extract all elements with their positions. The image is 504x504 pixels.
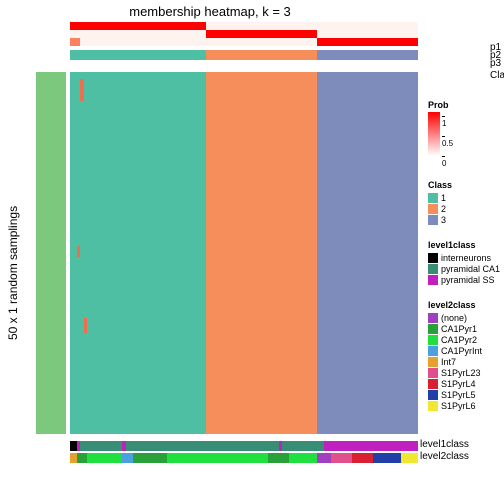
- band-p3: [70, 38, 418, 46]
- label-class: Class: [490, 72, 504, 80]
- level1class-band: [70, 441, 418, 451]
- l2-ca1pi: CA1PyrInt: [441, 346, 482, 356]
- chart-title: membership heatmap, k = 3: [0, 4, 420, 19]
- annotation-bands: p1 p2 p3 Class: [70, 22, 418, 60]
- l2-s1l6: S1PyrL6: [441, 401, 476, 411]
- band-class: [70, 50, 418, 60]
- l2-ca1p1: CA1Pyr1: [441, 324, 477, 334]
- bottom-annotations: [70, 441, 418, 463]
- legend-class-title: Class: [428, 180, 452, 190]
- class-2: 2: [441, 204, 446, 214]
- heatmap-body: [70, 72, 418, 434]
- legend-level1: level1class interneurons pyramidal CA1 p…: [428, 240, 500, 285]
- legend-prob: Prob 1 0.5 0: [428, 100, 449, 156]
- label-l1: level1class: [420, 441, 469, 449]
- l1-ca1: pyramidal CA1: [441, 264, 500, 274]
- l2-s1l4: S1PyrL4: [441, 379, 476, 389]
- legend-prob-title: Prob: [428, 100, 449, 110]
- row-dendro-sidebar: [36, 72, 66, 434]
- l2-ca1p2: CA1Pyr2: [441, 335, 477, 345]
- band-p1: [70, 22, 418, 30]
- l2-s1l23: S1PyrL23: [441, 368, 481, 378]
- legend-level2: level2class (none) CA1Pyr1 CA1Pyr2 CA1Py…: [428, 300, 482, 411]
- l2-none: (none): [441, 313, 467, 323]
- band-p2: [70, 30, 418, 38]
- legend-l2-title: level2class: [428, 300, 482, 310]
- tick-1: 1: [442, 119, 446, 128]
- tick-05: 0.5: [442, 139, 453, 148]
- sampling-label: 50 x 1 random samplings: [6, 170, 20, 340]
- class-3: 3: [441, 215, 446, 225]
- tick-0: 0: [442, 159, 446, 168]
- prob-gradient: [428, 112, 440, 156]
- legend-l1-title: level1class: [428, 240, 500, 250]
- label-p3: p3: [490, 60, 501, 68]
- class-1: 1: [441, 193, 446, 203]
- l2-s1l5: S1PyrL5: [441, 390, 476, 400]
- l1-int: interneurons: [441, 253, 491, 263]
- label-l2: level2class: [420, 453, 469, 461]
- legend-class: Class 1 2 3: [428, 180, 452, 225]
- l1-ss: pyramidal SS: [441, 275, 495, 285]
- l2-int7: Int7: [441, 357, 456, 367]
- level2class-band: [70, 453, 418, 463]
